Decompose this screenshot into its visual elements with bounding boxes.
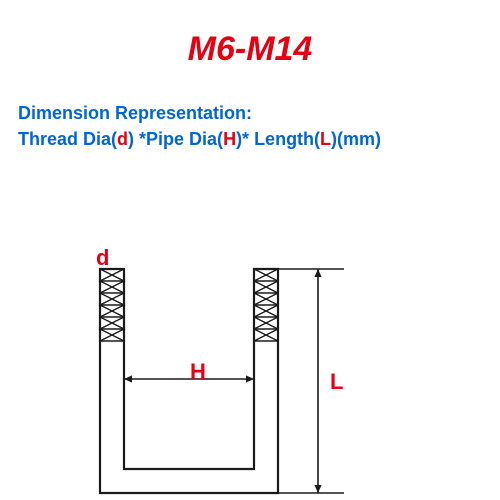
- label-d: d: [96, 245, 109, 271]
- page-title-text: M6-M14: [188, 30, 313, 68]
- page-title: M6-M14: [0, 30, 500, 69]
- label-L: L: [330, 369, 343, 395]
- label-H: H: [190, 359, 206, 385]
- u-bolt-svg: [0, 69, 500, 500]
